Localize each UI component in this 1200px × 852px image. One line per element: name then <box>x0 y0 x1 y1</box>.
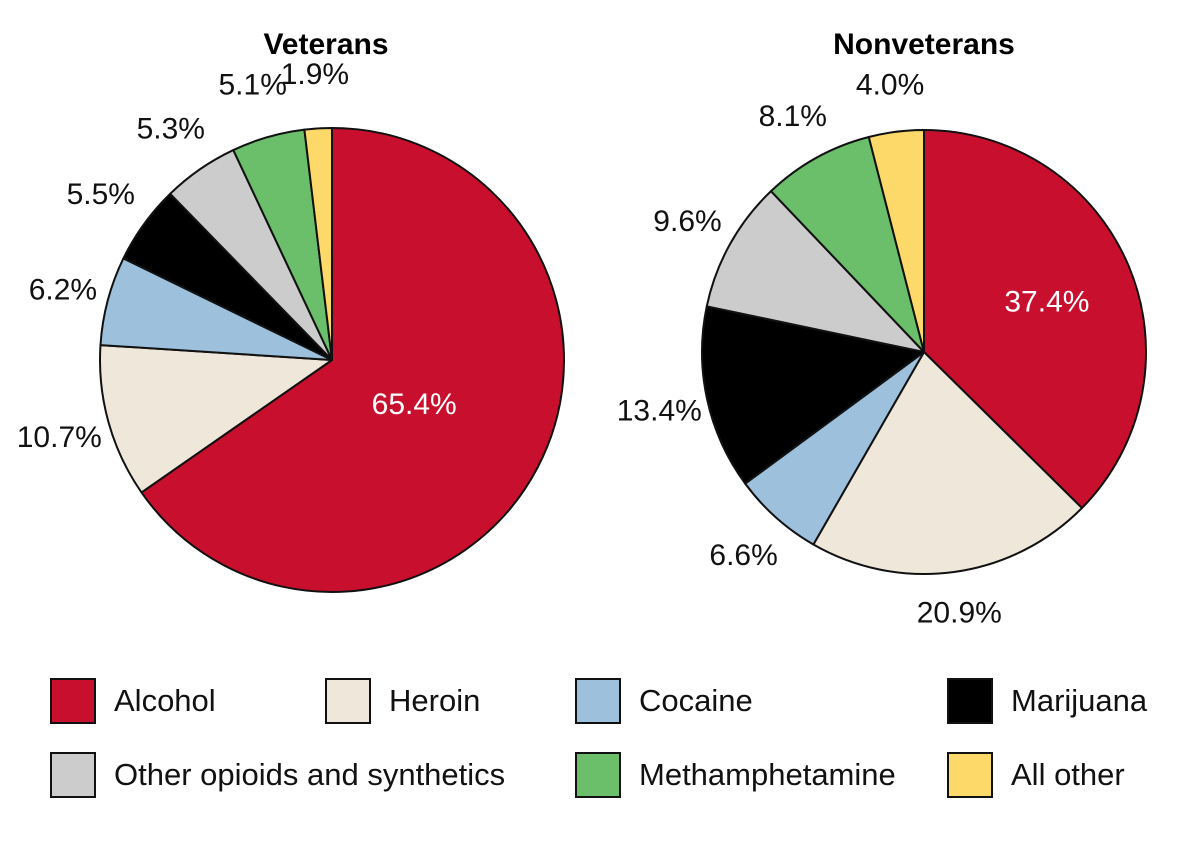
veterans-slice-heroin <box>99 344 333 494</box>
legend-label-alcohol: Alcohol <box>114 683 216 718</box>
legend-label-all-other: All other <box>1011 757 1125 792</box>
nonveterans-slice-all-other <box>867 129 925 353</box>
veterans-slice-all-other <box>303 127 333 361</box>
veterans-pie-chart: Veterans 65.4% 10.7% 6.2% 5.5%5.3% 5.1%1.9% <box>17 28 565 593</box>
legend-swatch-methamphetamine <box>575 752 621 798</box>
legend-swatch-heroin <box>325 678 371 724</box>
legend-item-cocaine: Cocaine <box>575 676 753 726</box>
legend-item-heroin: Heroin <box>325 676 480 726</box>
nonveterans-chart-title: Nonveterans <box>833 28 1015 61</box>
veterans-label-all-other: 1.9% <box>281 58 349 91</box>
veterans-label-heroin: 10.7% <box>17 421 102 454</box>
legend-swatch-marijuana <box>947 678 993 724</box>
legend-label-cocaine: Cocaine <box>639 683 753 718</box>
legend-swatch-alcohol <box>50 678 96 724</box>
legend-item-marijuana: Marijuana <box>947 676 1147 726</box>
nonveterans-label-alcohol: 37.4% <box>1004 286 1089 319</box>
nonveterans-slice-marijuana <box>701 305 925 485</box>
veterans-label-methamphetamine: 5.1% <box>219 69 287 102</box>
legend: Alcohol Heroin Cocaine Marijuana Other o… <box>50 676 1170 836</box>
veterans-label-cocaine: 6.2% <box>29 274 97 307</box>
nonveterans-label-all-other: 4.0% <box>856 68 924 101</box>
legend-swatch-all-other <box>947 752 993 798</box>
legend-item-other-opioids: Other opioids and synthetics <box>50 750 505 800</box>
veterans-label-marijuana: 5.5% <box>67 178 135 211</box>
legend-swatch-cocaine <box>575 678 621 724</box>
nonveterans-label-methamphetamine: 8.1% <box>759 100 827 133</box>
nonveterans-label-marijuana: 13.4% <box>617 394 702 427</box>
veterans-chart-title: Veterans <box>263 28 388 61</box>
legend-swatch-other-opioids <box>50 752 96 798</box>
legend-label-methamphetamine: Methamphetamine <box>639 757 896 792</box>
nonveterans-label-cocaine: 6.6% <box>709 539 777 572</box>
veterans-slice-alcohol <box>140 127 565 593</box>
legend-item-all-other: All other <box>947 750 1125 800</box>
legend-label-heroin: Heroin <box>389 683 481 718</box>
nonveterans-slice-other-opioids-and-synthetics <box>705 190 925 353</box>
legend-label-other-opioids: Other opioids and synthetics <box>114 757 506 792</box>
legend-label-marijuana: Marijuana <box>1011 683 1148 718</box>
nonveterans-slice-heroin <box>812 351 1083 575</box>
nonveterans-slice-alcohol <box>923 129 1147 509</box>
veterans-label-alcohol: 65.4% <box>372 388 457 421</box>
nonveterans-label-other-opioids-and-synthetics: 9.6% <box>653 205 721 238</box>
legend-item-alcohol: Alcohol <box>50 676 216 726</box>
nonveterans-label-heroin: 20.9% <box>917 597 1002 630</box>
veterans-label-other-opioids-and-synthetics: 5.3% <box>137 112 205 145</box>
nonveterans-slice-methamphetamine <box>770 135 925 353</box>
nonveterans-pie-chart: Nonveterans 37.4% 20.9% 6.6% 13.4% 9.6% 8.1% 4… <box>617 28 1147 630</box>
legend-item-methamphetamine: Methamphetamine <box>575 750 896 800</box>
pie-charts: Veterans 65.4%10.7%6.2%5.5%5.3%5.1%1.9% … <box>17 28 1147 630</box>
